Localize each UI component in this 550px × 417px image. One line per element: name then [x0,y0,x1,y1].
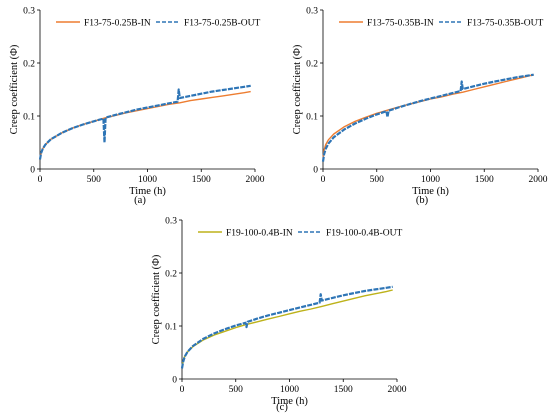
y-tick-label: 0.1 [306,113,318,123]
chart-panel-2: 0 500 1000 1500 2000 0 0.1 0.2 0.3 Time (h) Creep … [292,7,548,207]
legend-entry: F19-100-0.4B-OUT [326,229,402,239]
x-tick-label: 1000 [138,175,157,185]
series-line-out [321,73,534,162]
series-line-in [181,289,393,368]
y-tick-label: 0.1 [165,323,177,333]
legend-entry: F19-100-0.4B-IN [226,229,293,239]
x-tick-label: 500 [370,175,385,185]
x-tick-label: 1000 [421,175,440,185]
series-line-out [38,84,251,160]
legend-entry: F13-75-0.35B-OUT [467,19,543,29]
y-tick-label: 0 [313,166,318,176]
x-axis-label: Time (h) [129,186,166,197]
y-tick-label: 0.2 [306,60,318,70]
series-line-in [39,90,251,160]
y-tick-label: 0.3 [23,7,35,17]
x-tick-label: 500 [87,175,102,185]
x-tick-label: 500 [229,385,244,395]
x-tick-label: 1000 [280,385,299,395]
y-axis-label: Creep coefficient (Φ) [151,254,162,344]
y-tick-label: 0 [30,166,35,176]
chart-panel-1: 0 500 1000 1500 2000 0 0.1 0.2 0.3 Time (h) Creep … [9,7,265,207]
x-tick-label: 1500 [192,175,211,185]
panel-label: (a) [134,195,146,206]
x-tick-label: 0 [321,175,326,185]
y-axis-label: Creep coefficient (Φ) [292,44,303,134]
y-tick-label: 0.2 [23,60,35,70]
x-tick-label: 0 [180,385,185,395]
x-tick-label: 0 [38,175,43,185]
y-tick-label: 0.2 [165,270,177,280]
legend-entry: F13-75-0.25B-OUT [184,19,260,29]
y-tick-label: 0.3 [306,7,318,17]
y-tick-label: 0 [172,376,177,386]
series-line-out [180,285,393,369]
x-tick-label: 2000 [246,175,265,185]
y-tick-label: 0.3 [165,217,177,227]
x-tick-label: 2000 [388,385,407,395]
series-line-in [322,74,534,159]
y-tick-label: 0.1 [23,113,35,123]
y-axis-label: Creep coefficient (Φ) [9,44,20,134]
legend-entry: F13-75-0.25B-IN [84,19,151,29]
x-tick-label: 2000 [529,175,548,185]
x-axis-label: Time (h) [271,396,308,407]
x-tick-label: 1500 [334,385,353,395]
x-axis-label: Time (h) [412,186,449,197]
chart-panel-3: 0 500 1000 1500 2000 0 0.1 0.2 0.3 Time (h) Creep … [151,217,407,414]
legend-entry: F13-75-0.35B-IN [367,19,434,29]
panel-label: (b) [416,195,429,206]
x-tick-label: 1500 [475,175,494,185]
panel-label: (c) [276,402,288,413]
